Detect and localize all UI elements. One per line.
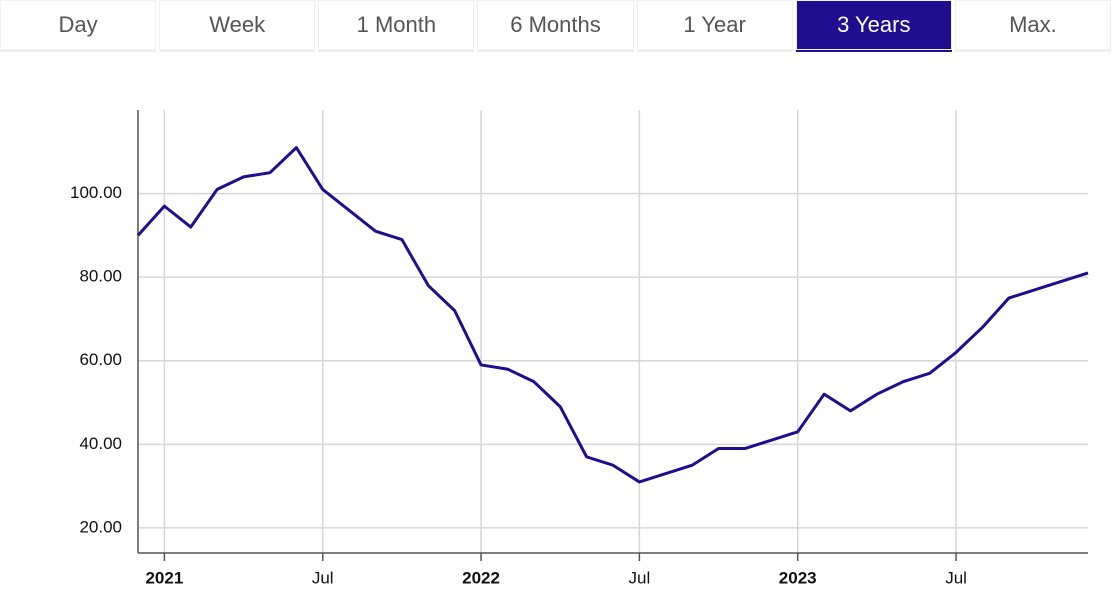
range-tab[interactable]: Max.: [954, 0, 1111, 52]
range-tab[interactable]: 1 Year: [636, 0, 793, 52]
range-tab[interactable]: Week: [159, 0, 316, 52]
price-line: [136, 146, 1089, 484]
x-tick-label: Jul: [945, 568, 967, 587]
y-tick-label: 100.00: [70, 183, 122, 202]
range-tabs: Day Week 1 Month 6 Months 1 Year 3 Years Max.: [0, 0, 1114, 52]
range-tab[interactable]: 6 Months: [477, 0, 634, 52]
range-tab[interactable]: Day: [0, 0, 157, 52]
x-tick-label: 2021: [145, 568, 183, 587]
y-tick-label: 60.00: [79, 350, 122, 369]
y-tick-label: 20.00: [79, 517, 122, 536]
range-tab[interactable]: 3 Years: [795, 0, 952, 52]
x-tick-label: Jul: [312, 568, 334, 587]
y-tick-label: 80.00: [79, 267, 122, 286]
x-tick-label: 2023: [779, 568, 817, 587]
range-tab[interactable]: 1 Month: [318, 0, 475, 52]
x-tick-label: Jul: [629, 568, 651, 587]
x-tick-label: 2022: [462, 568, 500, 587]
y-tick-label: 40.00: [79, 434, 122, 453]
